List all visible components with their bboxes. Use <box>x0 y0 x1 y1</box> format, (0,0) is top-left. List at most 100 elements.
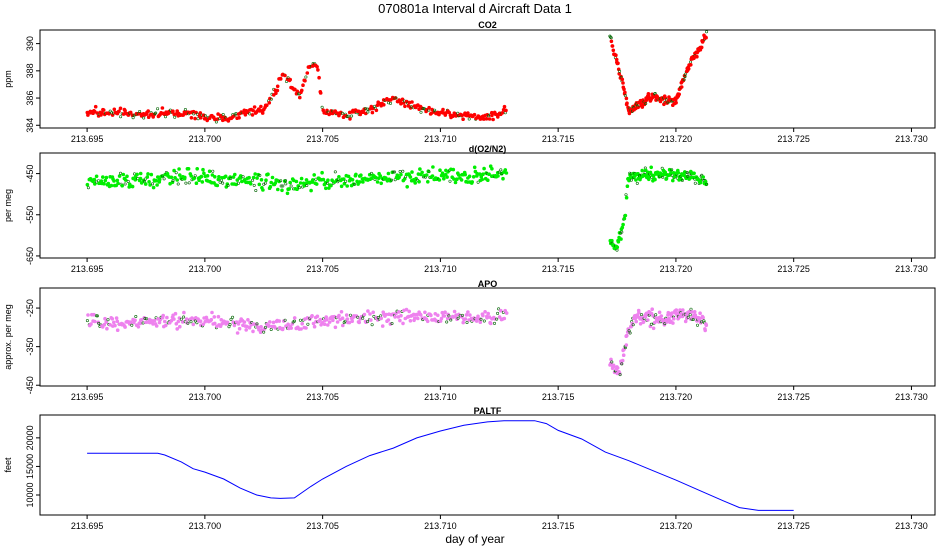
o2n2-point <box>116 181 120 186</box>
co2-point <box>441 107 445 112</box>
o2n2-point <box>287 187 292 191</box>
co2-x-tick-label: 213.695 <box>71 134 104 144</box>
o2n2-point <box>247 175 251 180</box>
o2n2-point <box>376 176 381 181</box>
o2n2-point <box>145 175 150 179</box>
apo-point <box>115 328 120 333</box>
o2n2-point <box>399 172 403 177</box>
o2n2-point <box>175 178 179 182</box>
o2n2-point <box>693 181 697 185</box>
apo-x-tick-label: 213.695 <box>71 392 104 402</box>
co2-point <box>173 115 177 119</box>
apo-point <box>277 319 282 323</box>
o2n2-point <box>257 182 262 187</box>
apo-point <box>650 307 655 312</box>
o2n2-point <box>115 178 120 183</box>
o2n2-point <box>414 176 418 181</box>
o2n2-point <box>390 178 394 182</box>
co2-point <box>625 101 629 105</box>
co2-point <box>301 83 305 87</box>
o2n2-point <box>481 172 485 176</box>
co2-point <box>258 109 262 113</box>
o2n2-point <box>143 177 147 181</box>
o2n2-point <box>221 181 225 185</box>
co2-point <box>269 97 273 101</box>
apo-point <box>333 325 338 330</box>
o2n2-point <box>138 176 143 181</box>
o2n2-point <box>184 181 188 185</box>
co2-series <box>85 30 709 124</box>
apo-point <box>213 321 217 326</box>
o2n2-point <box>330 178 334 182</box>
apo-point <box>201 322 206 327</box>
o2n2-point <box>692 171 696 176</box>
apo-point <box>645 318 650 322</box>
apo-point <box>487 315 492 319</box>
co2-point <box>275 84 280 89</box>
o2n2-point <box>393 170 397 174</box>
apo-point <box>246 317 250 322</box>
apo-point <box>407 309 412 314</box>
apo-point <box>686 315 690 319</box>
o2n2-point <box>258 173 262 177</box>
apo-point <box>362 312 367 317</box>
apo-point <box>325 323 330 327</box>
apo-point <box>280 326 285 331</box>
co2-point <box>621 81 625 85</box>
apo-point <box>498 308 503 313</box>
co2-point <box>624 96 629 101</box>
o2n2-plot-frame <box>39 152 936 259</box>
apo-point <box>492 321 496 325</box>
apo-point <box>649 322 653 326</box>
co2-point <box>616 61 620 66</box>
o2n2-point <box>320 170 324 175</box>
apo-point <box>312 324 317 329</box>
apo-point <box>130 323 134 327</box>
o2n2-point <box>254 189 258 193</box>
o2n2-point <box>224 185 229 189</box>
co2-x-tick-label: 213.700 <box>189 134 222 144</box>
o2n2-point <box>138 171 143 176</box>
paltf-plot-frame <box>39 414 936 516</box>
o2n2-point <box>252 183 256 187</box>
o2n2-point <box>103 178 108 183</box>
apo-point <box>251 329 255 334</box>
apo-point <box>401 321 405 326</box>
co2-point <box>640 105 645 109</box>
co2-panel-title: CO2 <box>478 20 497 30</box>
o2n2-point <box>288 180 293 185</box>
o2n2-point <box>624 193 628 197</box>
apo-point <box>344 313 349 317</box>
paltf-x-tick-label: 213.725 <box>777 521 810 531</box>
o2n2-point <box>661 175 665 179</box>
o2n2-point <box>109 183 114 188</box>
apo-point <box>112 320 116 325</box>
o2n2-point <box>476 180 480 184</box>
apo-point <box>423 310 427 315</box>
apo-point <box>145 317 149 321</box>
apo-point <box>257 327 261 332</box>
apo-point <box>93 319 97 324</box>
apo-point <box>178 324 182 329</box>
o2n2-point <box>194 181 199 185</box>
apo-point <box>481 313 485 318</box>
apo-point <box>478 320 483 325</box>
o2n2-point <box>93 182 97 186</box>
apo-point <box>315 314 320 319</box>
apo-point <box>421 318 425 322</box>
apo-point <box>504 311 509 315</box>
apo-plot-frame <box>39 287 936 387</box>
apo-point <box>139 317 144 322</box>
apo-point <box>397 310 401 314</box>
co2-point <box>320 105 324 109</box>
o2n2-point <box>425 180 430 184</box>
co2-point <box>403 104 407 109</box>
paltf-y-axis-label: feet <box>3 457 13 473</box>
o2n2-point <box>698 180 703 185</box>
apo-point <box>692 309 697 314</box>
co2-point <box>611 48 616 53</box>
o2n2-point <box>151 185 156 190</box>
o2n2-point <box>102 181 106 186</box>
apo-point <box>637 310 641 315</box>
apo-point <box>186 321 190 325</box>
